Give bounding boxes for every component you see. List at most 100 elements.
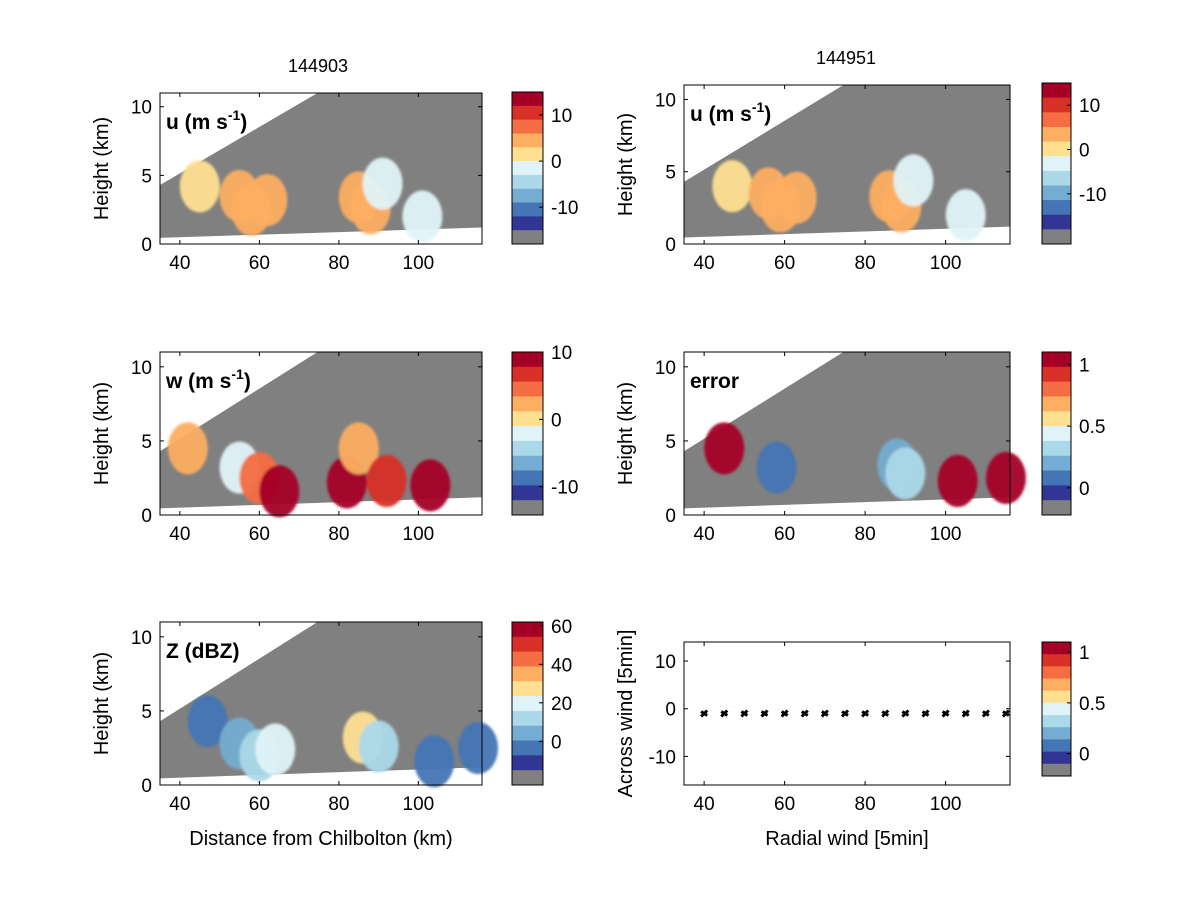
- x-tick-label: 100: [403, 253, 435, 274]
- data-cells: [704, 422, 1026, 507]
- colorbar-swatch: [512, 202, 543, 217]
- x-tick-label: 60: [249, 794, 270, 815]
- colorbar-swatch: [512, 740, 543, 756]
- colorbar-swatch: [512, 188, 543, 204]
- colorbar-swatch: [1042, 727, 1071, 740]
- colorbar-swatch: [1042, 690, 1071, 704]
- colorbar-swatch: [512, 426, 543, 442]
- y-tick-label: 10: [655, 652, 676, 673]
- panel-label: w (m s-1): [165, 366, 251, 393]
- colorbar-mask-swatch: [512, 500, 543, 515]
- colorbar-swatch: [1042, 455, 1071, 472]
- colorbar-tick-label: 0: [1079, 745, 1090, 766]
- wind-arrow: [961, 709, 970, 718]
- data-cell: [179, 160, 220, 213]
- axes-frame: [683, 84, 1011, 245]
- y-tick-label: 10: [655, 358, 676, 379]
- colorbar-swatch: [1042, 126, 1071, 143]
- wind-arrow: [800, 709, 809, 718]
- colorbar-frame: [511, 351, 544, 516]
- x-axis-label: Radial wind [5min]: [765, 828, 928, 850]
- data-cell: [937, 454, 978, 507]
- colorbar-tick-label: 60: [551, 617, 572, 638]
- y-axis-label: Height (km): [91, 382, 113, 485]
- data-cell: [247, 174, 288, 227]
- colorbar-tick-label: 40: [551, 655, 572, 676]
- colorbar-swatch: [512, 636, 543, 653]
- colorbar-swatch: [512, 381, 543, 397]
- wind-arrow: [901, 709, 910, 718]
- x-tick-label: 100: [930, 253, 962, 274]
- data-cell: [402, 190, 443, 243]
- colorbar-tick-label: 10: [1079, 96, 1100, 117]
- colorbar-tick-label: 10: [551, 343, 572, 364]
- y-tick-label: 0: [141, 776, 152, 797]
- colorbar-swatch: [1042, 381, 1071, 397]
- data-cell: [259, 465, 300, 518]
- colorbar-frame: [1041, 351, 1072, 516]
- x-tick-label: 80: [855, 524, 876, 545]
- y-tick-label: 10: [131, 358, 152, 379]
- colorbar-swatch: [1042, 751, 1071, 765]
- panel-label: u (m s-1): [166, 107, 247, 134]
- y-axis-label: Height (km): [91, 117, 113, 220]
- data-cells: [167, 422, 451, 518]
- data-cell: [712, 160, 753, 213]
- colorbar-swatch: [1042, 739, 1071, 753]
- data-cell: [338, 422, 379, 475]
- wind-arrow: [881, 709, 890, 718]
- x-tick-label: 60: [774, 253, 795, 274]
- colorbar-frame: [1041, 641, 1072, 777]
- colorbar-swatch: [1042, 485, 1071, 501]
- x-tick-label: 40: [694, 253, 715, 274]
- colorbar-swatch: [1042, 83, 1071, 99]
- colorbar-tick-label: 0.5: [1079, 694, 1105, 715]
- y-tick-label: 5: [665, 432, 676, 453]
- colorbar-tick-label: 10: [551, 106, 572, 127]
- colorbar-tick-label: -10: [551, 478, 578, 499]
- colorbar-swatch: [512, 366, 543, 383]
- colorbar-swatch: [1042, 141, 1071, 157]
- colorbar-swatch: [512, 440, 543, 457]
- x-tick-label: 40: [694, 524, 715, 545]
- colorbar-swatch: [512, 216, 543, 231]
- colorbar: 10 0 -10: [511, 91, 578, 245]
- y-tick-label: 10: [131, 628, 152, 649]
- colorbar-swatch: [1042, 97, 1071, 113]
- axes-frame: [683, 351, 1011, 516]
- colorbar-tick-label: 0: [551, 410, 562, 431]
- colorbar-swatch: [1042, 185, 1071, 201]
- y-tick-label: 10: [131, 98, 152, 119]
- colorbar-swatch: [1042, 654, 1071, 667]
- colorbar-tick-label: 0: [1079, 141, 1090, 162]
- colorbar-mask-swatch: [512, 770, 543, 785]
- colorbar-swatch: [512, 470, 543, 486]
- x-tick-label: 80: [328, 524, 349, 545]
- colorbar-swatch: [1042, 715, 1071, 728]
- data-cell: [366, 454, 407, 507]
- colorbar-swatch: [1042, 366, 1071, 383]
- colorbar-frame: [511, 621, 544, 786]
- colorbar-swatch: [512, 411, 543, 427]
- x-tick-label: 80: [855, 794, 876, 815]
- axes-frame: [683, 641, 1011, 786]
- wind-arrow: [981, 709, 990, 718]
- wind-arrow: [820, 709, 829, 718]
- data-cell: [893, 154, 934, 207]
- x-tick-label: 40: [694, 794, 715, 815]
- wind-arrow: [840, 709, 850, 718]
- colorbar-mask-swatch: [1042, 763, 1071, 776]
- x-tick-label: 60: [774, 524, 795, 545]
- colorbar-swatch: [512, 725, 543, 742]
- colorbar-frame: [511, 91, 544, 245]
- y-tick-label: 5: [141, 702, 152, 723]
- data-cell: [362, 157, 403, 210]
- colorbar-swatch: [1042, 470, 1071, 486]
- data-cell: [410, 459, 451, 512]
- wind-arrow: [1001, 709, 1011, 718]
- colorbar-swatch: [512, 105, 543, 121]
- wind-arrow: [921, 709, 930, 718]
- y-tick-label: 0: [665, 235, 676, 256]
- y-tick-label: 5: [141, 166, 152, 187]
- y-tick-label: 0: [665, 506, 676, 527]
